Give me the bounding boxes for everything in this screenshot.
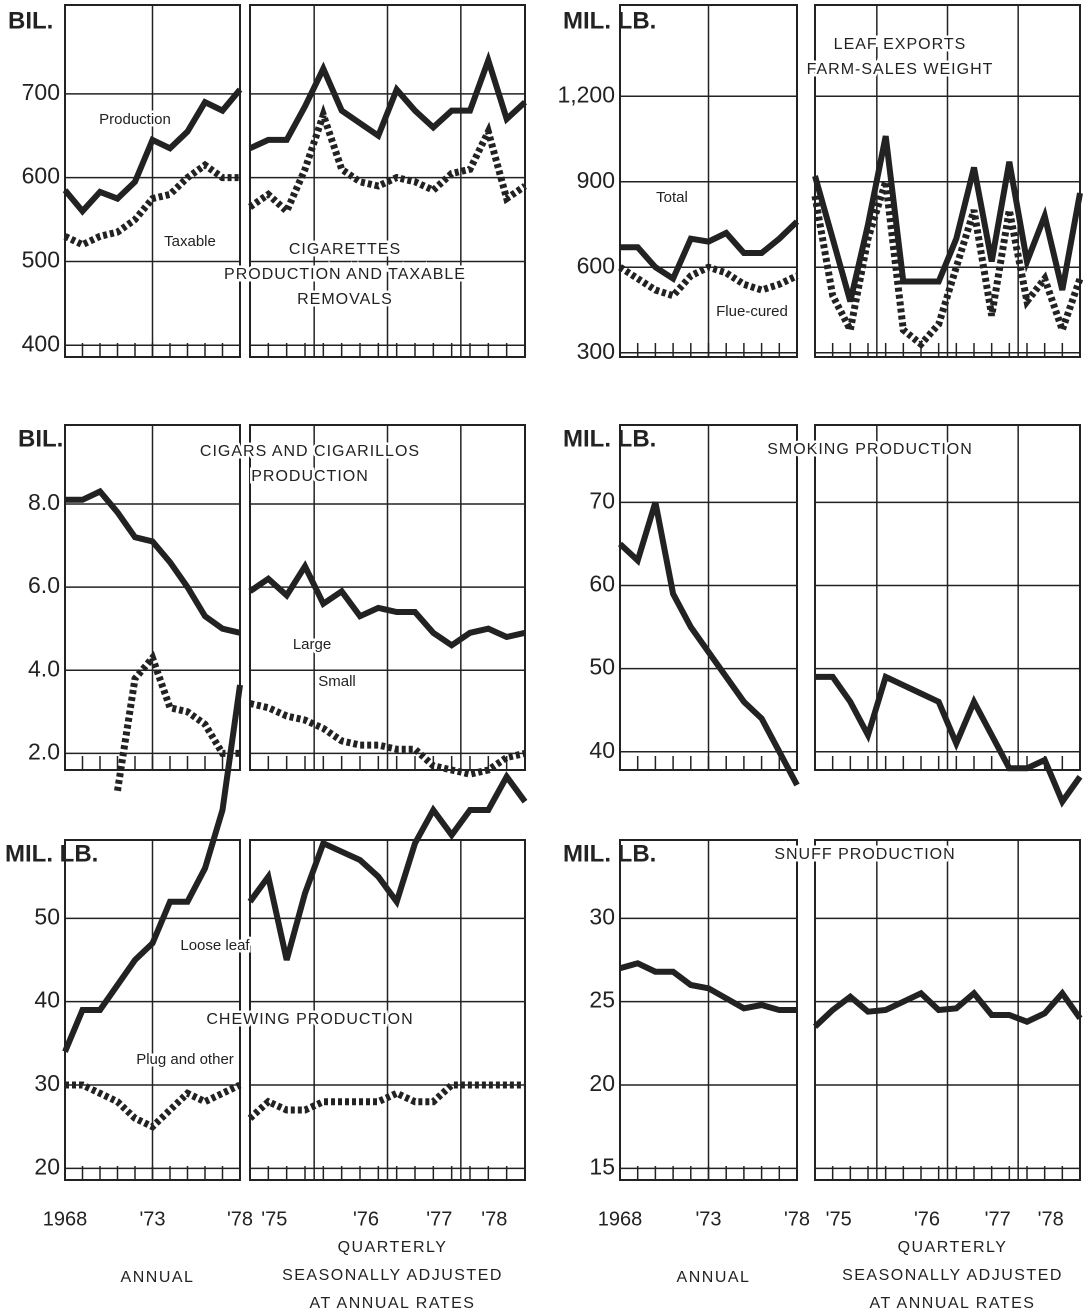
chart-title: PRODUCTION <box>251 468 369 485</box>
y-unit: MIL. LB. <box>5 840 98 867</box>
y-tick-label: 40 <box>34 987 60 1013</box>
series-line <box>65 487 241 636</box>
y-tick-label: 8.0 <box>28 489 60 515</box>
x-tick-label: '78 <box>481 1208 507 1230</box>
x-tick-label: '73 <box>695 1208 721 1230</box>
y-tick-label: 20 <box>34 1153 60 1179</box>
series-line <box>247 771 528 961</box>
series-label: Taxable <box>164 233 216 250</box>
series-line <box>62 87 243 216</box>
y-unit: MIL. LB. <box>563 840 656 867</box>
panel-label: AT ANNUAL RATES <box>870 1295 1036 1312</box>
y-tick-label: 60 <box>589 571 615 597</box>
series-label: Flue-cured <box>716 303 788 320</box>
y-tick-label: 1,200 <box>557 81 615 107</box>
series-label: Small <box>318 673 356 690</box>
x-tick-label: '78 <box>227 1208 253 1230</box>
y-tick-label: 50 <box>589 654 615 680</box>
y-tick-label: 30 <box>589 903 615 929</box>
series-label: Plug and other <box>136 1051 234 1068</box>
y-tick-label: 700 <box>22 79 60 105</box>
chart-title: LEAF EXPORTS <box>834 36 967 53</box>
series-line <box>248 560 526 649</box>
y-tick-label: 70 <box>589 487 615 513</box>
y-tick-label: 15 <box>589 1153 615 1179</box>
y-tick-label: 300 <box>577 338 615 364</box>
y-unit: BIL. <box>18 425 63 452</box>
x-tick-label: '78 <box>1038 1208 1064 1230</box>
y-unit: MIL. LB. <box>563 425 656 452</box>
panel-label: ANNUAL <box>121 1269 195 1286</box>
chart-title: SNUFF PRODUCTION <box>774 846 955 863</box>
y-tick-label: 20 <box>589 1070 615 1096</box>
series-label: Large <box>293 636 331 653</box>
series-line <box>62 684 243 1053</box>
series-line <box>247 1081 525 1121</box>
x-tick-label: '75 <box>261 1208 287 1230</box>
x-tick-label: '75 <box>826 1208 852 1230</box>
x-tick-label: '76 <box>914 1208 940 1230</box>
series-line <box>114 650 240 792</box>
y-tick-label: 30 <box>34 1070 60 1096</box>
y-tick-label: 6.0 <box>28 572 60 598</box>
y-unit: MIL. LB. <box>563 7 656 34</box>
y-tick-label: 40 <box>589 737 615 763</box>
series-line <box>618 263 799 300</box>
y-unit: BIL. <box>8 7 53 34</box>
x-tick-label: '76 <box>353 1208 379 1230</box>
series-label: Loose leaf <box>180 937 250 954</box>
y-tick-label: 400 <box>22 330 60 356</box>
series-line <box>620 219 800 284</box>
series-line <box>248 103 527 218</box>
series-line <box>619 960 797 1013</box>
series-line <box>248 50 528 152</box>
panel-label: SEASONALLY ADJUSTED <box>282 1267 503 1284</box>
y-tick-label: 50 <box>34 903 60 929</box>
chart-title: CHEWING PRODUCTION <box>206 1011 413 1028</box>
chart-title: CIGARETTES <box>289 241 401 258</box>
chart-title: PRODUCTION AND TAXABLE <box>224 266 466 283</box>
x-tick-label: '77 <box>985 1208 1011 1230</box>
series-label: Total <box>656 189 688 206</box>
series-line <box>812 135 1083 303</box>
chart-title: REMOVALS <box>297 291 393 308</box>
series-line <box>65 1081 242 1131</box>
x-tick-label: '77 <box>426 1208 452 1230</box>
y-tick-label: 2.0 <box>28 738 60 764</box>
y-tick-label: 600 <box>22 163 60 189</box>
x-tick-label: 1968 <box>43 1208 88 1230</box>
panel-label: QUARTERLY <box>898 1239 1008 1256</box>
panel-label: QUARTERLY <box>338 1239 448 1256</box>
panel-label: ANNUAL <box>677 1269 751 1286</box>
series-line <box>815 672 1083 808</box>
y-tick-label: 25 <box>589 987 615 1013</box>
series-line <box>811 180 1084 350</box>
y-tick-label: 4.0 <box>28 655 60 681</box>
series-line <box>812 988 1083 1029</box>
series-line <box>63 160 240 249</box>
series-label: Production <box>99 111 171 128</box>
chart-title: SMOKING PRODUCTION <box>767 441 973 458</box>
panel-label: SEASONALLY ADJUSTED <box>842 1267 1063 1284</box>
chart-title: FARM-SALES WEIGHT <box>807 61 994 78</box>
y-tick-label: 900 <box>577 167 615 193</box>
series-line <box>617 501 800 787</box>
x-tick-label: 1968 <box>598 1208 643 1230</box>
x-tick-label: '78 <box>784 1208 810 1230</box>
y-tick-label: 500 <box>22 247 60 273</box>
chart-title: CIGARS AND CIGARILLOS <box>200 443 420 460</box>
y-tick-label: 600 <box>577 252 615 278</box>
panel-label: AT ANNUAL RATES <box>310 1295 476 1312</box>
series-line <box>249 700 526 778</box>
x-tick-label: '73 <box>139 1208 165 1230</box>
